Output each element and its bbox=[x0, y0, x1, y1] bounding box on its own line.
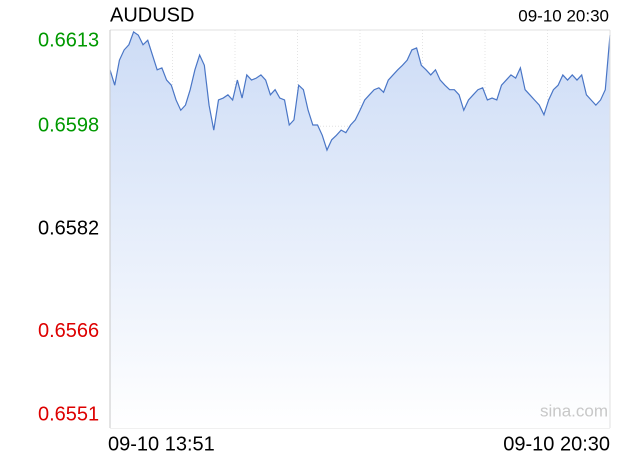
y-tick-label: 0.6582 bbox=[38, 217, 99, 239]
watermark: sina.com bbox=[540, 401, 608, 420]
y-tick-label: 0.6551 bbox=[38, 403, 99, 425]
price-line bbox=[109, 31, 611, 152]
area-fill bbox=[110, 31, 610, 429]
plot-area bbox=[109, 29, 611, 429]
x-tick-label: 09-10 13:51 bbox=[108, 433, 215, 455]
y-tick-label: 0.6613 bbox=[38, 29, 99, 51]
y-tick-label: 0.6598 bbox=[38, 115, 99, 137]
chart-title: AUDUSD bbox=[110, 4, 194, 26]
time-label: 09-10 20:30 bbox=[518, 6, 609, 25]
x-tick-label: 09-10 20:30 bbox=[503, 433, 610, 455]
y-tick-label: 0.6566 bbox=[38, 320, 99, 342]
